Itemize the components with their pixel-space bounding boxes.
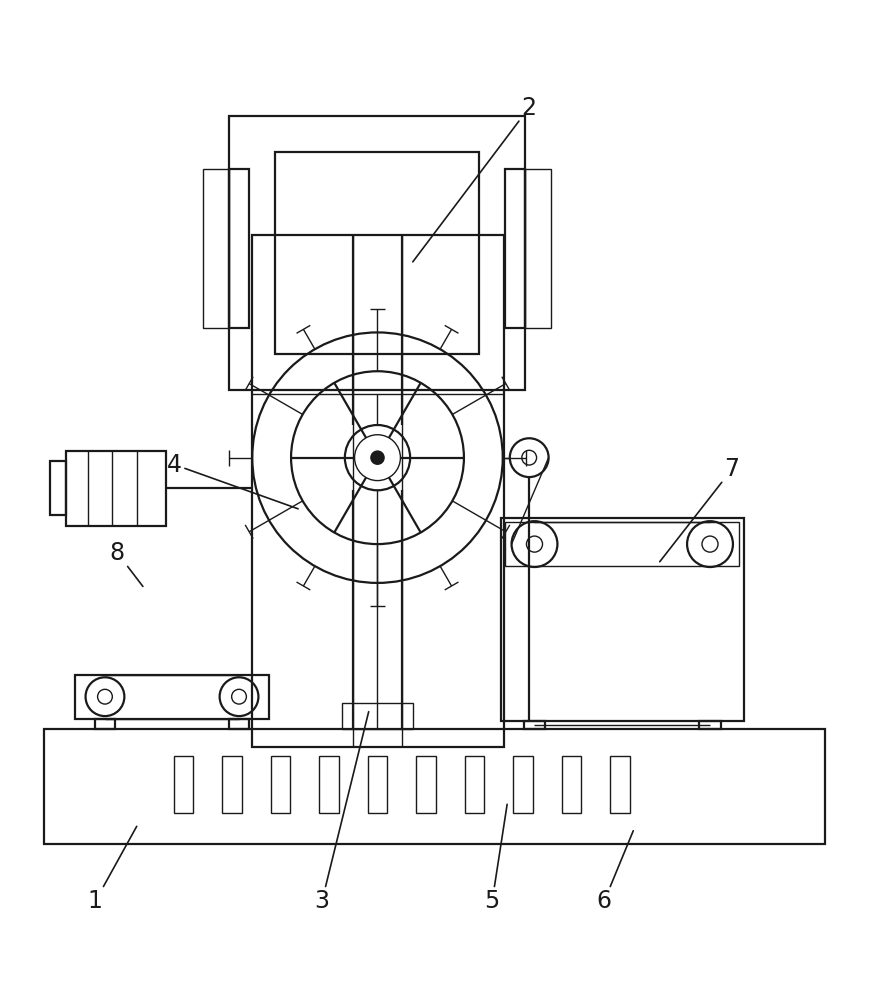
Bar xyxy=(271,756,290,813)
Bar xyxy=(513,756,533,813)
Circle shape xyxy=(371,451,384,464)
Bar xyxy=(525,169,551,328)
Bar xyxy=(252,235,504,747)
Bar xyxy=(44,729,825,844)
Bar xyxy=(203,169,229,328)
Bar xyxy=(229,116,525,390)
Bar xyxy=(75,675,269,719)
Text: 3: 3 xyxy=(314,712,369,913)
Bar xyxy=(610,756,630,813)
Text: 7: 7 xyxy=(660,457,740,562)
Bar xyxy=(465,756,484,813)
Bar xyxy=(50,461,66,515)
Bar xyxy=(368,756,387,813)
Bar xyxy=(174,756,193,813)
Bar xyxy=(342,703,413,729)
Text: 8: 8 xyxy=(109,541,143,586)
Text: 4: 4 xyxy=(167,453,298,509)
Bar xyxy=(505,169,525,328)
Bar xyxy=(699,720,721,729)
Bar xyxy=(319,756,339,813)
Bar xyxy=(275,152,479,354)
Bar xyxy=(229,169,249,328)
Bar xyxy=(562,756,581,813)
Bar xyxy=(66,451,166,526)
Bar xyxy=(524,720,545,729)
Bar xyxy=(229,719,249,729)
Bar xyxy=(95,719,115,729)
Text: 2: 2 xyxy=(413,96,537,262)
Bar xyxy=(501,518,744,720)
Text: 6: 6 xyxy=(596,831,633,913)
Bar xyxy=(416,756,436,813)
Text: 5: 5 xyxy=(484,804,507,913)
Text: 1: 1 xyxy=(88,826,137,913)
Bar xyxy=(505,522,739,566)
Bar xyxy=(222,756,242,813)
